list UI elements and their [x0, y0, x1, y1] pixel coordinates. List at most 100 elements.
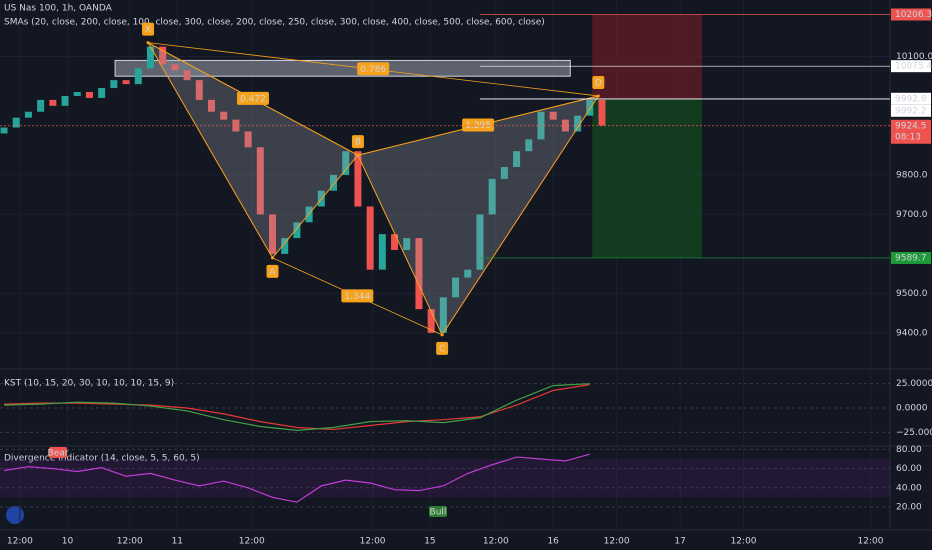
zone — [114, 59, 571, 77]
point-label: B — [355, 138, 361, 148]
candle — [525, 139, 533, 152]
pane-title: US Nas 100, 1h, OANDA — [4, 4, 113, 14]
point-label: X — [145, 25, 151, 35]
pattern-point — [596, 94, 600, 98]
candle — [73, 92, 81, 96]
annotation-box — [429, 506, 447, 517]
y-tick-label: 0.0000 — [896, 404, 928, 414]
y-tick-label: −25.0000 — [896, 428, 932, 438]
candle — [464, 269, 472, 278]
pane-title: KST (10, 15, 20, 30, 10, 10, 10, 15, 9) — [4, 379, 174, 389]
candle — [586, 99, 594, 116]
y-tick-label: 9400.0 — [896, 328, 928, 338]
candle — [207, 99, 215, 112]
pattern-point — [146, 41, 150, 45]
candle — [513, 151, 521, 168]
x-tick-label: 15 — [424, 537, 435, 547]
point-box — [266, 264, 279, 278]
price-tag-label: 10075.4 — [895, 62, 932, 72]
y-tick-label: 80.00 — [896, 445, 922, 455]
y-tick-label: 20.00 — [896, 502, 922, 512]
candle — [0, 127, 8, 134]
candle — [476, 214, 484, 270]
price-tag — [891, 119, 931, 144]
candle — [98, 88, 106, 98]
candle — [85, 92, 93, 98]
candle — [110, 80, 118, 89]
annotation: Bear — [48, 449, 69, 459]
candle — [12, 117, 20, 128]
y-tick-label: 40.00 — [896, 483, 922, 493]
candle — [159, 46, 167, 65]
pattern-point — [440, 333, 444, 337]
logo — [6, 506, 24, 524]
ratio-box — [236, 91, 269, 105]
ratio-label: 0.786 — [360, 65, 386, 75]
point-label: C — [439, 344, 445, 354]
ratio-box — [462, 118, 495, 132]
candle — [24, 111, 32, 118]
point-box — [142, 22, 155, 36]
price-tag-label: 9992.8 — [895, 94, 927, 104]
pattern-point — [271, 256, 275, 260]
point-label: A — [269, 267, 276, 277]
candle — [269, 214, 277, 254]
y-tick-label: 9700.0 — [896, 210, 928, 220]
x-tick-label: 10 — [62, 537, 74, 547]
candle — [122, 80, 130, 85]
candle — [439, 297, 447, 333]
zone — [592, 14, 703, 99]
x-tick-label: 12:00 — [239, 537, 265, 547]
candle — [452, 277, 460, 298]
price-timer: 08:13 — [895, 132, 921, 142]
pane-title: Divergence Indicator (14, close, 5, 5, 6… — [4, 454, 200, 464]
candle — [171, 64, 179, 71]
candle — [293, 222, 301, 239]
candle — [232, 119, 240, 132]
y-tick-label: 60.00 — [896, 464, 922, 474]
x-tick-label: 12:00 — [117, 537, 143, 547]
annotation: Bull — [430, 508, 447, 518]
ratio-label: 0.472 — [240, 94, 266, 104]
candle — [427, 309, 435, 333]
y-tick-label: 9800.0 — [896, 170, 928, 180]
x-tick-label: 12:00 — [7, 537, 33, 547]
candle — [256, 147, 264, 215]
y-tick-label: 10100.0 — [896, 52, 932, 62]
point-label: D — [595, 78, 602, 88]
candle — [549, 111, 557, 120]
x-tick-label: 12:00 — [360, 537, 386, 547]
x-tick-label: 12:00 — [604, 537, 630, 547]
candle — [391, 234, 399, 250]
series-line — [3, 453, 590, 503]
ratio-box — [357, 62, 390, 76]
candle — [134, 68, 142, 85]
candle — [220, 111, 228, 120]
band — [0, 458, 890, 498]
candle — [244, 131, 252, 148]
x-tick-label: 16 — [547, 537, 559, 547]
x-tick-label: 11 — [172, 537, 183, 547]
candle — [574, 115, 582, 132]
candle — [195, 80, 203, 100]
price-tag-label: 10206.3 — [895, 10, 932, 20]
ratio-box — [341, 289, 374, 303]
pattern-point — [356, 153, 360, 157]
point-box — [351, 135, 364, 149]
candle — [415, 238, 423, 310]
ratio-label: 1.295 — [465, 121, 491, 131]
x-tick-label: 12:00 — [858, 537, 884, 547]
price-tag — [891, 92, 931, 105]
y-tick-label: 25.0000 — [896, 379, 932, 389]
candle — [354, 151, 362, 207]
x-tick-label: 17 — [674, 537, 685, 547]
candle — [146, 46, 154, 69]
price-tag — [891, 251, 931, 264]
candle — [500, 167, 508, 179]
candle — [403, 238, 411, 250]
price-tag — [891, 60, 931, 73]
candle — [488, 178, 496, 215]
price-tag — [891, 104, 931, 117]
